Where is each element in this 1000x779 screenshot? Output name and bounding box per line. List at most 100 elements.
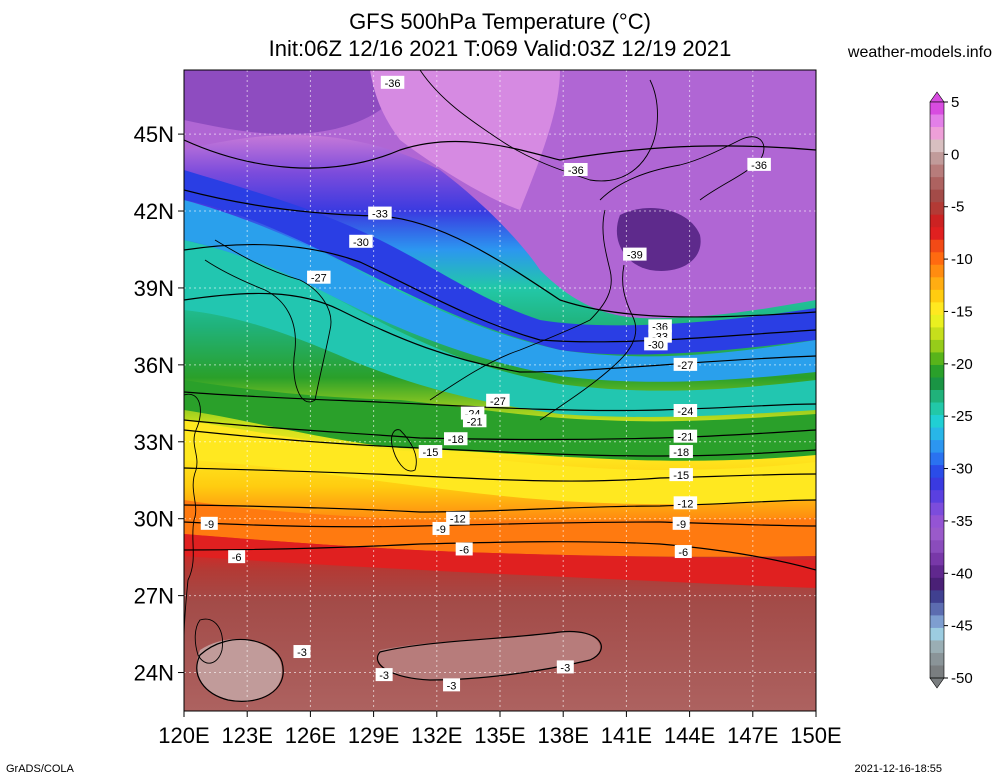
colorbar-label: -25 [951,408,973,425]
x-tick-label: 126E [285,723,336,748]
x-tick-label: 144E [664,723,715,748]
y-tick-label: 45N [134,122,174,147]
contour-label: -39 [623,247,647,262]
contour-label-text: -6 [459,544,469,556]
warm-tongue-north [370,70,560,210]
contour-label: -30 [349,234,373,249]
contour-label-bg [432,521,450,535]
colorbar-segment [930,202,944,216]
colorbar-segment [930,302,944,316]
contour-label: -15 [669,468,693,482]
contour-label-text: -21 [467,416,483,428]
contour-label: -18 [444,432,468,446]
colorbar-segment [930,615,944,629]
contour-label-bg [673,496,698,510]
colorbar-label: 0 [951,146,959,163]
colorbar-segment [930,177,944,191]
colorbar-segment [930,114,944,128]
contour-label-text: -30 [353,237,369,249]
colorbar-label: -45 [951,618,973,635]
colorbar-label: -5 [951,199,964,216]
contour-label-text: -12 [677,498,693,510]
contour-label-bg [564,162,588,176]
contour-label-bg [747,157,771,171]
contour-label-text: -39 [627,250,643,262]
contour-label: -3 [443,678,461,692]
colorbar-top-arrow [929,91,945,103]
contour-label-bg [623,247,647,261]
colorbar-segment [930,652,944,666]
contour-label-text: -6 [232,552,242,564]
warm-pocket-sw [196,639,282,701]
colorbar-label: -30 [951,461,973,478]
colorbar-segment [930,665,944,679]
contour-label-bg [672,516,690,530]
y-tick-label: 24N [134,661,174,686]
colorbar-label: -35 [951,513,973,530]
contour-label-bg [644,337,668,351]
colorbar-label: -50 [951,670,973,687]
contour-label-bg [455,542,473,556]
isotherm [184,189,816,318]
colorbar-segment [930,102,944,115]
contour-label: -27 [673,357,698,372]
isotherm [184,499,816,513]
colorbar-segment [930,552,944,566]
x-axis: 120E 123E 126E 129E 132E 135E 138E 141E 144E 147E… [158,711,842,748]
colorbar-segment [930,477,944,491]
isotherm [184,541,816,571]
colorbar-segment [930,490,944,504]
colorbar-segment [930,527,944,541]
contour-label: -21 [462,414,487,428]
band-yellow [184,420,816,505]
contour-label-text: -6 [678,547,688,559]
y-tick-label: 36N [134,353,174,378]
colorbar-segment [930,252,944,266]
coast-japan-east [539,264,637,421]
y-tick-label: 33N [134,430,174,455]
cold-pocket-nw [184,70,420,135]
contour-label-text: -36 [568,165,584,177]
colorbar-frame [929,101,945,679]
contour-label: -36 [380,75,405,90]
coast-hokkaido [599,136,765,201]
contour-label-bg [648,319,672,333]
y-tick-label: 30N [134,507,174,532]
x-tick-label: 138E [538,723,589,748]
contour-label: -24 [673,404,698,418]
x-tick-label: 123E [222,723,273,748]
isotherm [377,630,602,681]
y-tick-label: 42N [134,199,174,224]
colorbar-label: -40 [951,565,973,582]
x-tick-label: 150E [790,723,841,748]
contour-label-text: -33 [372,209,388,221]
colorbar-segment [930,540,944,554]
contour-label-bg [673,429,698,443]
colorbar-segment [930,590,944,604]
contour-label: -9 [432,521,450,536]
isotherm [184,467,816,482]
contour-label: -12 [673,496,698,510]
contour-label-text: -9 [436,524,446,536]
contour-label: -30 [644,337,668,351]
isotherm [184,139,816,169]
contour-label: -18 [669,445,693,459]
colorbar-label: -20 [951,356,973,373]
colorbar-segment [930,402,944,416]
colorbar-segment [930,214,944,228]
contour-label: -9 [672,516,690,531]
contour-label-text: -3 [447,680,457,692]
colorbar-segment [930,277,944,291]
isotherm [184,429,816,457]
colorbar-segment [930,427,944,441]
contour-label-bg [444,432,468,446]
colorbar-segment [930,627,944,641]
x-tick-label: 120E [158,723,209,748]
colorbar-label: -10 [951,251,973,268]
coast-china [184,393,201,641]
contour-label-text: -36 [751,160,767,172]
colorbar-segment [930,577,944,591]
colorbar: 5 0 -5 -10 -15 -20 -25 -30 -35 -40 -45 -50 [929,91,973,689]
contour-label-text: -15 [673,470,689,482]
